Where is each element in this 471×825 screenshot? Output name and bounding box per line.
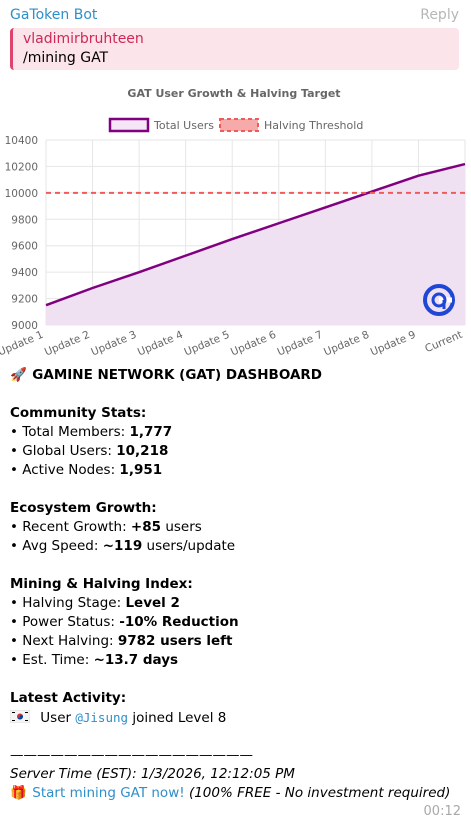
avg-speed-value: ~119 <box>102 538 143 554</box>
korea-flag-icon <box>9 709 31 724</box>
global-users-value: 10,218 <box>116 443 169 459</box>
legend-swatch-halving <box>219 118 259 132</box>
total-users-line <box>45 162 466 307</box>
growth-chart: GAT User Growth & Halving Target Total U… <box>0 78 471 363</box>
gift-icon: 🎁 <box>10 785 27 801</box>
y-tick-label: 9200 <box>11 294 38 306</box>
quote-author: vladimirbruhteen <box>23 31 144 47</box>
divider-line: —————————————————— <box>10 747 253 763</box>
gamine-logo-icon <box>423 284 455 316</box>
dashboard-title: GAMINE NETWORK (GAT) DASHBOARD <box>32 367 323 383</box>
y-tick-label: 10400 <box>5 135 38 147</box>
x-tick-label: Update 5 <box>182 329 231 359</box>
x-tick-label: Update 6 <box>229 329 278 359</box>
total-users-area <box>46 164 465 325</box>
total-members-value: 1,777 <box>129 424 173 440</box>
legend-label-total-users: Total Users <box>153 119 214 132</box>
next-halving-value: 9782 users left <box>117 633 233 649</box>
x-tick-label: Update 7 <box>276 329 325 359</box>
server-time: Server Time (EST): 1/3/2026, 12:12:05 PM <box>10 766 295 782</box>
y-tick-label: 9000 <box>11 320 38 332</box>
chart-title: GAT User Growth & Halving Target <box>127 87 340 100</box>
message-header: GaToken Bot Reply <box>10 7 461 27</box>
y-tick-label: 10000 <box>5 188 38 200</box>
rocket-icon: 🚀 <box>10 367 27 383</box>
quote-text: /mining GAT <box>23 50 109 66</box>
est-time-value: ~13.7 days <box>93 652 179 668</box>
legend-label-halving: Halving Threshold <box>264 119 363 132</box>
x-tick-label: Update 2 <box>43 329 92 359</box>
x-tick-label: Update 9 <box>369 329 418 359</box>
mining-heading: Mining & Halving Index: <box>10 576 193 592</box>
x-tick-label: Update 4 <box>136 329 185 359</box>
power-status-value: -10% Reduction <box>119 614 239 630</box>
start-mining-link[interactable]: Start mining GAT now! <box>32 785 185 801</box>
message-timestamp: 00:12 <box>423 804 461 819</box>
y-tick-label: 9600 <box>11 241 38 253</box>
dashboard-message: 🚀 GAMINE NETWORK (GAT) DASHBOARD Communi… <box>9 366 465 803</box>
recent-growth-value: +85 <box>130 519 162 535</box>
cta-note: (100% FREE - No investment required) <box>184 785 451 801</box>
reply-button[interactable]: Reply <box>420 7 459 23</box>
reply-quote[interactable]: vladimirbruhteen /mining GAT <box>10 28 459 70</box>
community-heading: Community Stats: <box>10 405 147 421</box>
y-tick-label: 9400 <box>11 267 38 279</box>
chart-legend: Total Users Halving Threshold <box>108 117 363 133</box>
x-tick-label: Update 8 <box>322 329 371 359</box>
activity-heading: Latest Activity: <box>10 690 127 706</box>
active-nodes-value: 1,951 <box>119 462 163 478</box>
y-tick-label: 9800 <box>11 214 38 226</box>
x-tick-label: Current <box>423 329 464 355</box>
user-mention-link[interactable]: @Jisung <box>75 710 129 725</box>
legend-swatch-total-users <box>108 117 150 133</box>
sender-name[interactable]: GaToken Bot <box>10 7 98 23</box>
x-tick-label: Update 1 <box>0 329 45 359</box>
y-tick-label: 10200 <box>5 161 38 173</box>
growth-heading: Ecosystem Growth: <box>10 500 157 516</box>
halving-stage-value: Level 2 <box>125 595 180 611</box>
chart-svg: GAT User Growth & Halving Target Total U… <box>0 87 466 359</box>
x-tick-label: Update 3 <box>89 329 138 359</box>
